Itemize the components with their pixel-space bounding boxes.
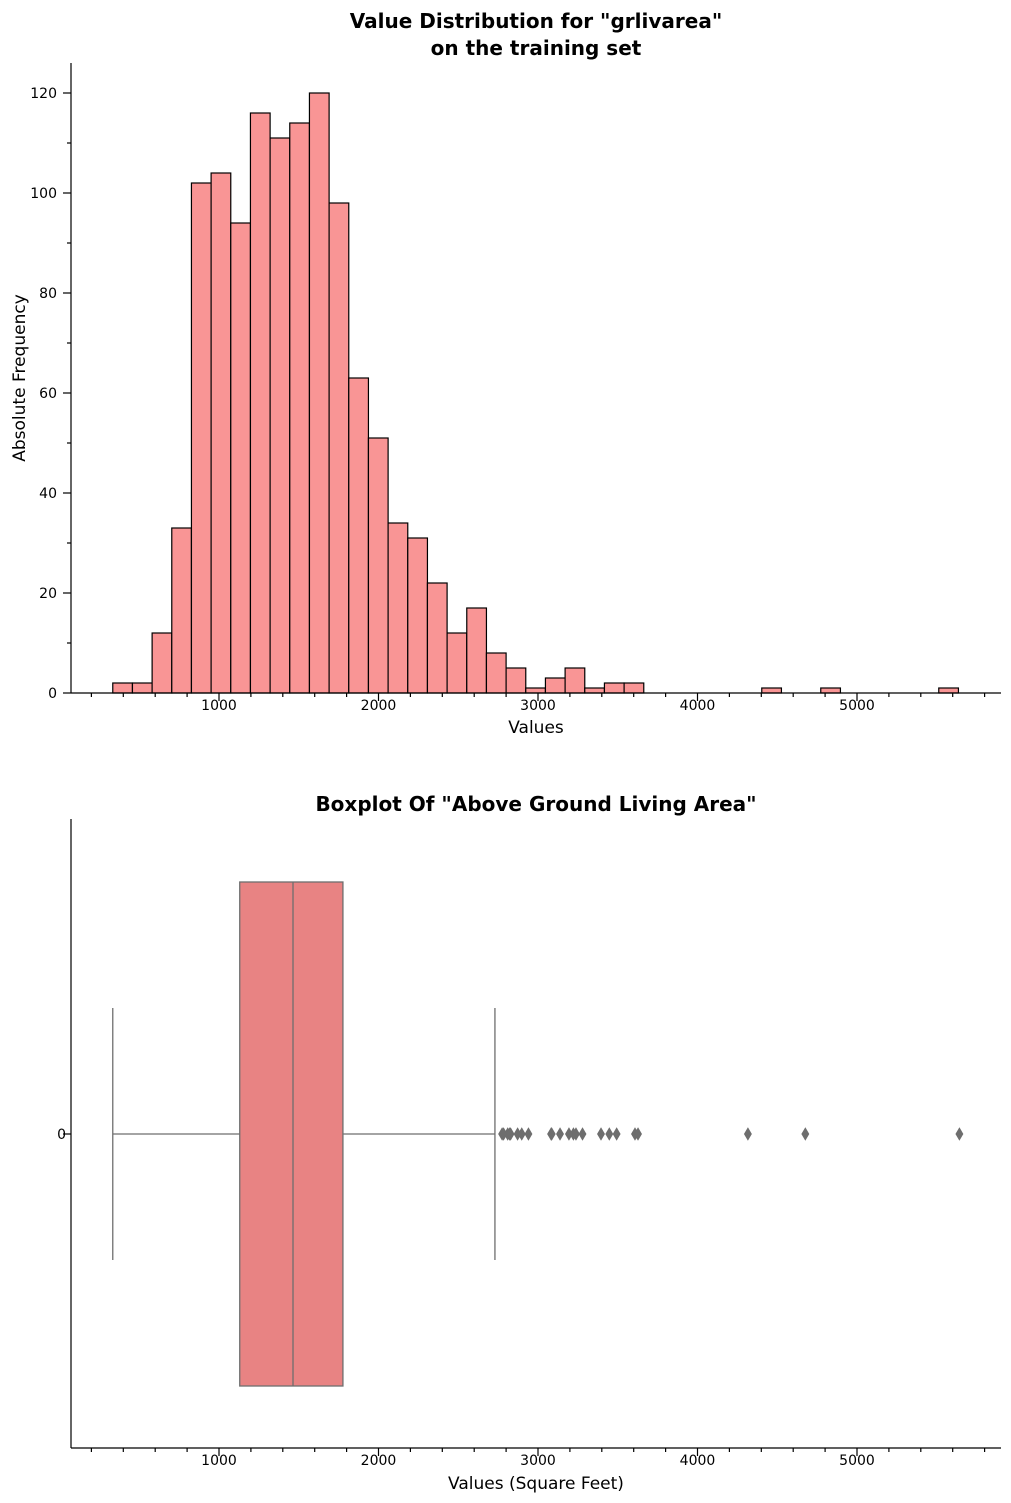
histogram-x-axis-label: Values — [508, 718, 564, 738]
histogram-y-ticks: 0 20 40 60 80 100 120 — [30, 86, 71, 702]
histogram-x-tick-label: 3000 — [520, 698, 556, 714]
boxplot-outlier-point — [517, 1127, 526, 1141]
histogram-bar — [584, 687, 606, 694]
boxplot-x-tick-label: 4000 — [680, 1453, 716, 1469]
histogram-bar — [407, 537, 429, 694]
histogram-bar — [603, 682, 625, 694]
boxplot-outliers — [498, 1127, 964, 1141]
histogram-bar — [938, 687, 960, 694]
histogram-bar — [426, 582, 448, 694]
boxplot-x-tick-label: 3000 — [520, 1453, 556, 1469]
histogram-bar — [820, 687, 842, 694]
boxplot-x-tick-label: 5000 — [839, 1453, 875, 1469]
boxplot-outlier-point — [801, 1127, 810, 1141]
histogram-bar — [210, 172, 232, 694]
histogram-bar — [485, 652, 507, 694]
histogram-bar — [623, 682, 645, 694]
histogram-y-tick-label: 100 — [30, 186, 57, 202]
boxplot-title: Boxplot Of "Above Ground Living Area" — [315, 792, 756, 816]
boxplot-y-tick-label: 0 — [57, 1127, 66, 1143]
boxplot-outlier-point — [571, 1127, 580, 1141]
boxplot-outlier-point — [547, 1127, 556, 1141]
histogram-bar — [505, 667, 527, 694]
histogram-x-tick-label: 1000 — [201, 698, 237, 714]
histogram-bar — [544, 677, 566, 694]
histogram-bar — [230, 222, 252, 694]
histogram-title-line1: Value Distribution for "grlivarea" — [350, 9, 723, 33]
histogram-x-tick-label: 2000 — [361, 698, 397, 714]
histogram-x-ticks: 1000 2000 3000 4000 5000 — [90, 693, 986, 714]
histogram-bar — [446, 632, 468, 694]
histogram-y-tick-label: 80 — [39, 286, 57, 302]
histogram-y-tick-label: 40 — [39, 486, 57, 502]
histogram-y-tick-label: 0 — [48, 686, 57, 702]
boxplot-outlier-point — [578, 1127, 587, 1141]
histogram-bar — [348, 377, 370, 694]
boxplot-outlier-point — [743, 1127, 752, 1141]
boxplot-outlier-point — [955, 1127, 964, 1141]
histogram-bar — [466, 607, 488, 694]
histogram-bar — [249, 112, 271, 694]
boxplot-y-ticks: 0 — [57, 1127, 71, 1143]
histogram-bar — [131, 682, 153, 694]
histogram-x-tick-label: 5000 — [839, 698, 875, 714]
boxplot-x-tick-label: 2000 — [361, 1453, 397, 1469]
histogram-bar — [171, 527, 193, 694]
boxplot-outlier-point — [612, 1127, 621, 1141]
boxplot-outlier-point — [506, 1127, 515, 1141]
histogram-bar — [269, 137, 291, 694]
histogram-bars — [112, 92, 960, 694]
histogram-bar — [367, 437, 389, 694]
histogram-title-line2: on the training set — [431, 36, 642, 60]
boxplot-x-ticks: 1000 2000 3000 4000 5000 — [90, 1448, 986, 1469]
histogram-bar — [190, 182, 212, 694]
boxplot-box — [239, 881, 344, 1387]
boxplot-outlier-point — [524, 1127, 533, 1141]
histogram-bar — [328, 202, 350, 694]
histogram-bar — [761, 687, 783, 694]
histogram-y-tick-label: 60 — [39, 386, 57, 402]
histogram-bar — [564, 667, 586, 694]
boxplot-x-axis-label: Values (Square Feet) — [448, 1474, 624, 1494]
histogram-bar — [151, 632, 173, 694]
histogram-panel: Value Distribution for "grlivarea" on th… — [10, 9, 1001, 738]
histogram-bar — [387, 522, 409, 694]
boxplot-outlier-point — [597, 1127, 605, 1141]
histogram-bar — [112, 682, 134, 694]
histogram-y-axis-label: Absolute Frequency — [10, 294, 30, 462]
histogram-x-tick-label: 4000 — [680, 698, 716, 714]
boxplot-outlier-point — [556, 1127, 564, 1141]
boxplot-panel: Boxplot Of "Above Ground Living Area" 0 … — [57, 792, 1001, 1494]
histogram-bar — [525, 687, 547, 694]
boxplot-elements — [112, 881, 496, 1387]
histogram-y-tick-label: 120 — [30, 86, 57, 102]
boxplot-outlier-point — [634, 1127, 642, 1141]
histogram-bar — [289, 122, 311, 694]
boxplot-x-tick-label: 1000 — [201, 1453, 237, 1469]
histogram-bar — [308, 92, 330, 694]
histogram-y-tick-label: 20 — [39, 586, 57, 602]
boxplot-outlier-point — [605, 1127, 614, 1141]
